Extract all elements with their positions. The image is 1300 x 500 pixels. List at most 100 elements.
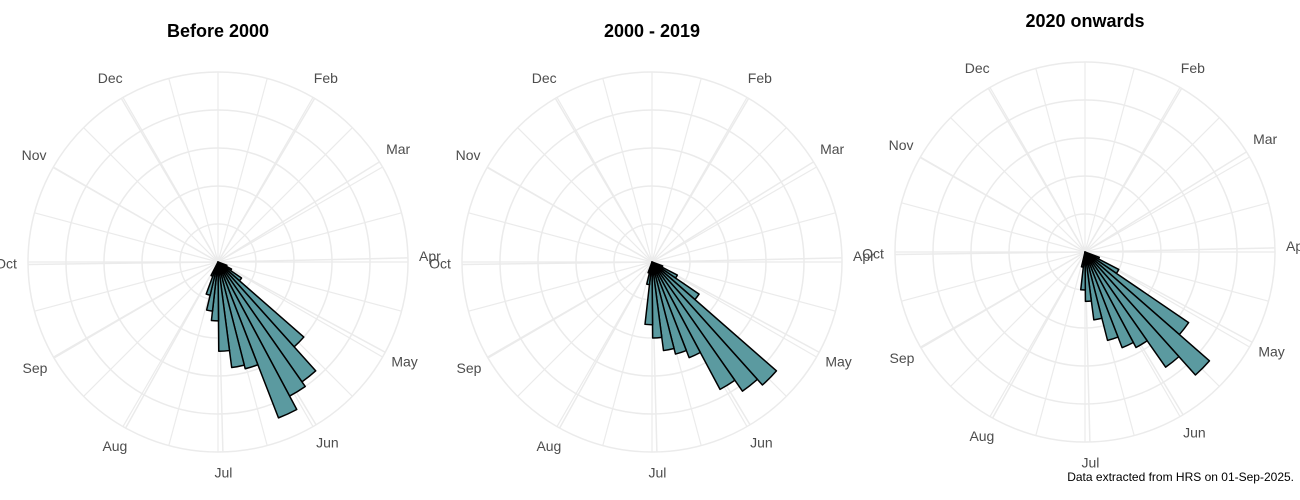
spoke <box>217 212 402 263</box>
tick-spoke <box>651 261 820 353</box>
bar <box>217 261 231 353</box>
tick-spoke <box>124 261 219 429</box>
spoke <box>517 261 653 397</box>
tick-spoke <box>920 251 1086 349</box>
tick-spoke <box>486 166 653 263</box>
tick-spoke <box>53 261 219 359</box>
spoke <box>468 212 653 263</box>
month-label: Aug <box>969 428 994 444</box>
month-label: Dec <box>532 70 557 86</box>
spoke <box>602 261 653 446</box>
spoke <box>468 261 653 312</box>
spoke <box>517 127 653 263</box>
tick-spoke <box>651 98 750 263</box>
bar <box>1084 251 1211 376</box>
spoke <box>83 261 219 397</box>
month-label: Sep <box>457 360 482 376</box>
bar <box>651 261 702 359</box>
tick-spoke <box>987 88 1086 253</box>
spoke <box>217 261 383 358</box>
spoke <box>651 127 787 263</box>
grid-ring <box>27 71 409 453</box>
bar <box>1084 251 1119 342</box>
month-label: Feb <box>748 70 772 86</box>
month-label: Apr <box>853 248 875 264</box>
month-label: Nov <box>456 147 481 163</box>
tick-spoke <box>1084 247 1275 253</box>
month-label: Jun <box>316 434 339 450</box>
bar <box>1084 251 1148 349</box>
bar <box>210 261 219 278</box>
bar <box>217 261 259 370</box>
tick-spoke <box>895 251 1086 256</box>
spoke <box>950 251 1086 387</box>
spoke <box>217 261 402 312</box>
tick-spoke <box>554 98 653 263</box>
bar <box>651 261 759 392</box>
spoke <box>1084 68 1135 253</box>
tick-spoke <box>651 257 842 263</box>
month-label: Jul <box>215 465 233 481</box>
month-label: Feb <box>314 70 338 86</box>
spoke <box>901 251 1086 302</box>
grid-ring <box>1008 175 1162 329</box>
bar <box>651 261 688 355</box>
caption: Data extracted from HRS on 01-Sep-2025. <box>1067 470 1294 484</box>
tick-spoke <box>120 98 219 263</box>
month-label: Aug <box>102 438 127 454</box>
spoke <box>1084 156 1250 253</box>
tick-spoke <box>1084 151 1247 253</box>
spoke <box>1084 202 1269 253</box>
spoke <box>1084 117 1220 253</box>
bar <box>217 261 246 369</box>
grid-ring <box>65 109 371 415</box>
tick-spoke <box>462 261 653 266</box>
spoke <box>651 78 702 263</box>
grid-ring <box>970 137 1200 367</box>
month-label: Dec <box>965 60 990 76</box>
month-label: Jun <box>1183 424 1206 440</box>
month-label: Aug <box>536 438 561 454</box>
spoke <box>217 127 353 263</box>
bar <box>1084 251 1093 303</box>
month-label: Dec <box>98 70 123 86</box>
month-label: Sep <box>23 360 48 376</box>
month-label: Feb <box>1181 60 1205 76</box>
bar <box>217 261 298 419</box>
spoke <box>1084 251 1269 302</box>
spoke <box>83 127 219 263</box>
tick-spoke <box>919 156 1086 253</box>
grid-ring <box>461 71 843 453</box>
spoke <box>602 78 653 263</box>
bar <box>647 261 653 274</box>
month-label: Oct <box>429 255 451 271</box>
tick-spoke <box>217 257 408 263</box>
grid-ring <box>894 61 1276 443</box>
spoke <box>168 78 219 263</box>
month-label: May <box>825 353 851 369</box>
tick-spoke <box>217 261 386 353</box>
spoke <box>217 166 383 263</box>
spoke <box>1035 68 1086 253</box>
spoke <box>901 202 1086 253</box>
spoke <box>651 212 836 263</box>
chart-title: 2020 onwards <box>1025 11 1144 31</box>
spoke <box>651 261 817 358</box>
grid-ring <box>103 147 333 377</box>
grid-ring <box>499 109 805 415</box>
tick-spoke <box>52 166 219 263</box>
grid-ring <box>932 99 1238 405</box>
spoke <box>34 261 219 312</box>
month-label: Oct <box>0 255 17 271</box>
tick-spoke <box>991 251 1086 419</box>
bar <box>651 261 736 391</box>
tick-spoke <box>651 161 814 263</box>
tick-spoke <box>217 161 380 263</box>
tick-spoke <box>217 98 316 263</box>
month-label: Jul <box>649 465 667 481</box>
month-label: Nov <box>22 147 47 163</box>
bar <box>1084 251 1135 349</box>
chart-title: Before 2000 <box>167 21 269 41</box>
month-label: Mar <box>820 141 844 157</box>
